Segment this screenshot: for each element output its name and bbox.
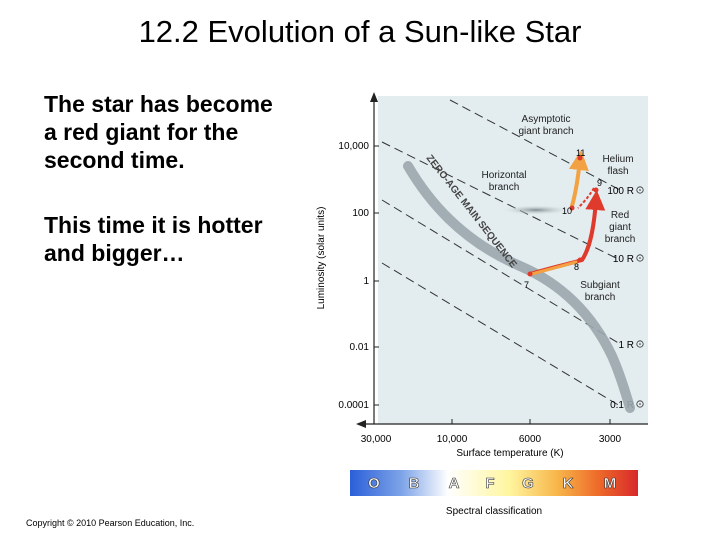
x-axis-arrow [356,420,366,428]
sun-symbol-icon [636,340,644,348]
y-axis-label: Luminosity (solar units) [316,207,327,310]
horizontal-label: Horizontal [481,170,526,181]
sun-symbol-icon [636,400,644,408]
slide-title: 12.2 Evolution of a Sun-like Star [138,14,582,49]
stage-dot [593,187,599,193]
x-tick-label: 10,000 [437,434,468,445]
copyright-notice: Copyright © 2010 Pearson Education, Inc. [26,518,195,528]
y-tick-label: 0.0001 [338,400,369,411]
y-tick-label: 1 [363,276,369,287]
paragraph-red-giant: The star has become a red giant for the … [44,90,273,174]
radius-label: 100 R [607,186,634,197]
asymptotic-label: Asymptotic [522,114,571,125]
stage-number: 8 [574,262,579,272]
radius-line-10 [381,141,621,261]
subgiant-track [530,260,578,276]
spectral-class-letters: O B A F G K M [368,475,617,493]
stage-dot [527,271,533,277]
red-giant-label: branch [605,234,636,245]
spectral-class-letter: B [409,475,420,492]
sun-symbol-icons [636,186,644,408]
x-tick-label: 30,000 [361,434,392,445]
x-axis-label: Surface temperature (K) [456,448,563,459]
paragraph-line: a red giant for the [44,119,239,145]
radius-line-100 [449,99,621,191]
stage-number: 9 [597,178,602,188]
paragraph-line: second time. [44,147,185,173]
paragraph-line: This time it is hotter [44,212,263,238]
sun-symbol-dot [639,257,641,259]
radius-label: 10 R [613,254,634,265]
sun-symbol-icon [636,254,644,262]
helium-flash-drop [577,187,595,209]
stage-number: 11 [576,148,585,158]
stage-number: 10 [562,206,572,216]
hr-diagram: 10,000 100 1 0.01 0.0001 Luminosity (sol… [300,88,700,528]
radius-label: 0.1 R [610,400,634,411]
stage-number: 7 [524,280,529,290]
helium-label: flash [607,166,628,177]
y-tick-label: 0.01 [350,342,370,353]
radius-line-0-1 [381,262,621,407]
sun-symbol-dot [639,189,641,191]
paragraph-hotter-bigger: This time it is hotter and bigger… [44,211,263,267]
y-tick-labels: 10,000 100 1 0.01 0.0001 [338,141,369,411]
x-tick-marks [451,419,611,424]
spectral-class-letter: K [563,475,574,492]
sun-symbol-dot [639,343,641,345]
sun-symbol-dots [639,189,641,405]
y-axis-arrow [370,92,378,102]
y-tick-label: 100 [352,208,369,219]
red-giant-label: Red [611,210,629,221]
horizontal-branch-band [500,205,572,215]
sun-symbol-icon [636,186,644,194]
stage-dot [577,257,583,263]
sun-symbol-dot [639,403,641,405]
stage-dot [577,155,583,161]
x-tick-label: 6000 [519,434,542,445]
stage-dot [569,205,575,211]
spectral-class-letter: O [368,475,380,492]
paragraph-line: and bigger… [44,240,185,266]
asymptotic-label: giant branch [518,126,573,137]
stage-numbers: 7 8 9 10 11 [524,148,602,290]
subgiant-label: branch [585,292,616,303]
helium-label: Helium [602,154,633,165]
asymptotic-giant-track [568,150,589,208]
horizontal-label: branch [489,182,520,193]
region-labels: Asymptotic giant branch Horizontal branc… [481,114,635,303]
main-sequence-band [403,161,635,413]
red-giant-label: giant [609,222,631,233]
stage-dots [527,155,599,277]
radius-label: 1 R [618,340,634,351]
spectral-class-letter: M [604,475,617,492]
y-tick-label: 10,000 [338,141,369,152]
spectral-class-letter: A [449,475,460,492]
radius-lines [381,99,621,407]
radius-line-1 [381,199,621,345]
x-tick-label: 3000 [599,434,622,445]
radius-labels: 100 R 10 R 1 R 0.1 R [607,186,634,411]
hr-diagram-svg: 10,000 100 1 0.01 0.0001 Luminosity (sol… [316,92,648,517]
paragraph-line: The star has become [44,91,273,117]
x-tick-labels: 30,000 10,000 6000 3000 [361,434,622,445]
y-tick-marks [374,145,379,406]
spectral-caption: Spectral classification [446,506,542,517]
spectral-bar [350,470,638,496]
spectral-class-letter: F [485,475,494,492]
subgiant-label: Subgiant [580,280,620,291]
spectral-class-letter: G [522,475,534,492]
